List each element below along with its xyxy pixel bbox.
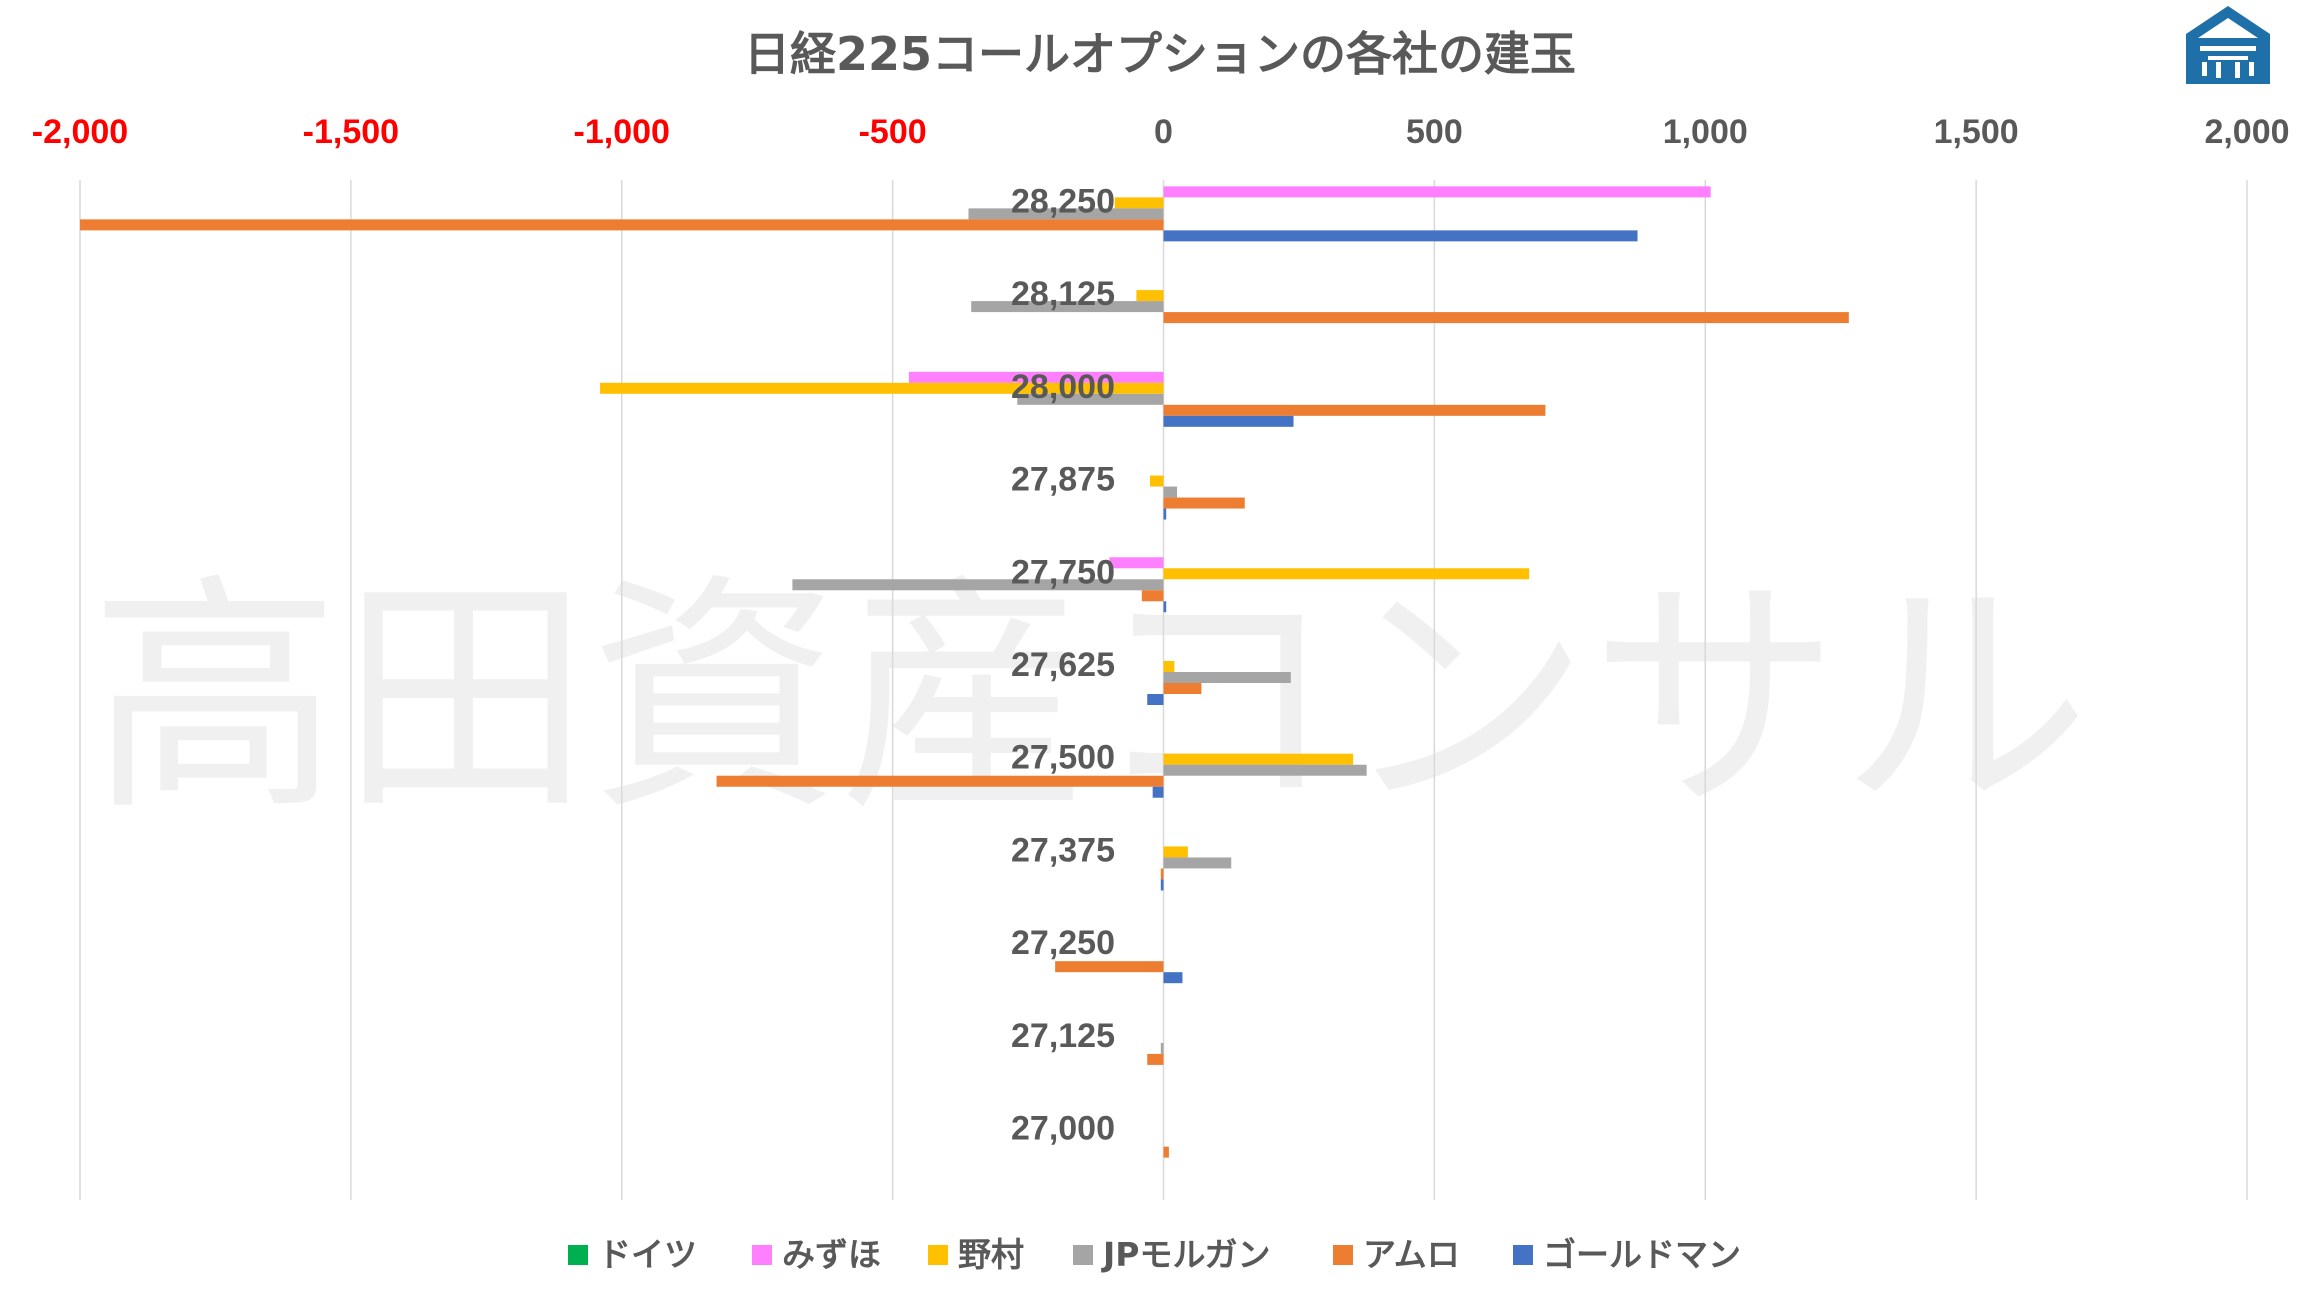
bar — [1163, 568, 1530, 580]
legend-swatch — [752, 1245, 772, 1265]
bar — [1163, 683, 1202, 694]
bar — [1147, 694, 1164, 705]
legend-swatch — [1333, 1245, 1353, 1265]
x-tick-label: -500 — [859, 113, 927, 151]
category-label: 28,250 — [1011, 182, 1115, 220]
bar — [1163, 972, 1183, 984]
bar — [1163, 186, 1711, 198]
x-tick-label: 1,000 — [1663, 113, 1748, 151]
bar — [1163, 753, 1354, 765]
category-label: 27,375 — [1011, 831, 1115, 869]
legend-label: JPモルガン — [1101, 1235, 1270, 1274]
x-tick-label: -2,000 — [32, 113, 128, 151]
bar — [1152, 786, 1164, 798]
x-axis-ticks: -2,000 -1,500 -1,000 -500 0 500 1,000 1,500 2,00… — [32, 113, 2290, 151]
bar — [1109, 557, 1164, 569]
bar — [80, 219, 1164, 231]
legend: ドイツ みずほ 野村 JPモルガン アムロ ゴールドマン — [568, 1235, 1741, 1274]
bar — [1163, 312, 1849, 324]
bar — [1147, 1053, 1164, 1065]
bar — [1163, 672, 1291, 683]
legend-label: 野村 — [958, 1235, 1024, 1274]
category-label: 27,125 — [1011, 1017, 1115, 1055]
legend-swatch — [928, 1245, 948, 1265]
bar — [1163, 486, 1178, 498]
bars — [80, 186, 1849, 1158]
bar — [792, 579, 1164, 591]
bar — [1163, 601, 1167, 613]
category-label: 27,500 — [1011, 739, 1115, 777]
bar — [1163, 1146, 1169, 1158]
bar — [971, 301, 1164, 313]
bar — [600, 382, 1164, 394]
bar — [908, 371, 1164, 383]
watermark: 高田資産コンサル — [90, 553, 2090, 844]
bar — [1149, 475, 1164, 487]
bar — [1160, 879, 1164, 891]
bar — [1163, 230, 1638, 242]
bar — [1163, 661, 1175, 672]
x-tick-label: 2,000 — [2204, 113, 2289, 151]
legend-swatch — [1513, 1245, 1533, 1265]
x-tick-label: -1,000 — [574, 113, 670, 151]
bar — [1163, 404, 1546, 416]
legend-label: アムロ — [1363, 1235, 1460, 1274]
legend-swatch — [568, 1245, 588, 1265]
category-label: 28,125 — [1011, 275, 1115, 313]
category-label: 27,875 — [1011, 461, 1115, 499]
category-label: 27,250 — [1011, 924, 1115, 962]
category-label: 28,000 — [1011, 368, 1115, 406]
bar — [1017, 393, 1164, 405]
chart-title: 日経225コールオプションの各社の建玉 — [744, 27, 1576, 81]
bar — [1163, 415, 1294, 427]
bar — [1163, 497, 1245, 509]
bar — [1141, 590, 1164, 602]
x-tick-label: 0 — [1154, 113, 1173, 151]
bar — [1160, 868, 1164, 880]
bar — [1163, 857, 1232, 869]
category-label: 27,000 — [1011, 1110, 1115, 1148]
legend-label: みずほ — [782, 1235, 881, 1274]
bar — [968, 208, 1164, 220]
legend-swatch — [1073, 1245, 1093, 1265]
bar — [1163, 846, 1188, 858]
x-tick-label: 500 — [1406, 113, 1463, 151]
bar — [1055, 961, 1164, 973]
legend-label: ドイツ — [598, 1235, 697, 1274]
bar — [1136, 290, 1164, 302]
logo-icon — [2186, 6, 2270, 84]
bar — [1114, 197, 1164, 209]
bar — [716, 775, 1164, 787]
bar — [1163, 508, 1167, 520]
category-label: 27,750 — [1011, 553, 1115, 591]
legend-label: ゴールドマン — [1543, 1235, 1741, 1274]
bar — [1163, 764, 1367, 776]
bar — [1160, 1042, 1164, 1054]
x-tick-label: 1,500 — [1934, 113, 2019, 151]
x-tick-label: -1,500 — [303, 113, 399, 151]
category-label: 27,625 — [1011, 646, 1115, 684]
category-labels: 28,250 28,125 28,000 27,875 27,750 27,625 27,5… — [1011, 182, 1115, 1147]
